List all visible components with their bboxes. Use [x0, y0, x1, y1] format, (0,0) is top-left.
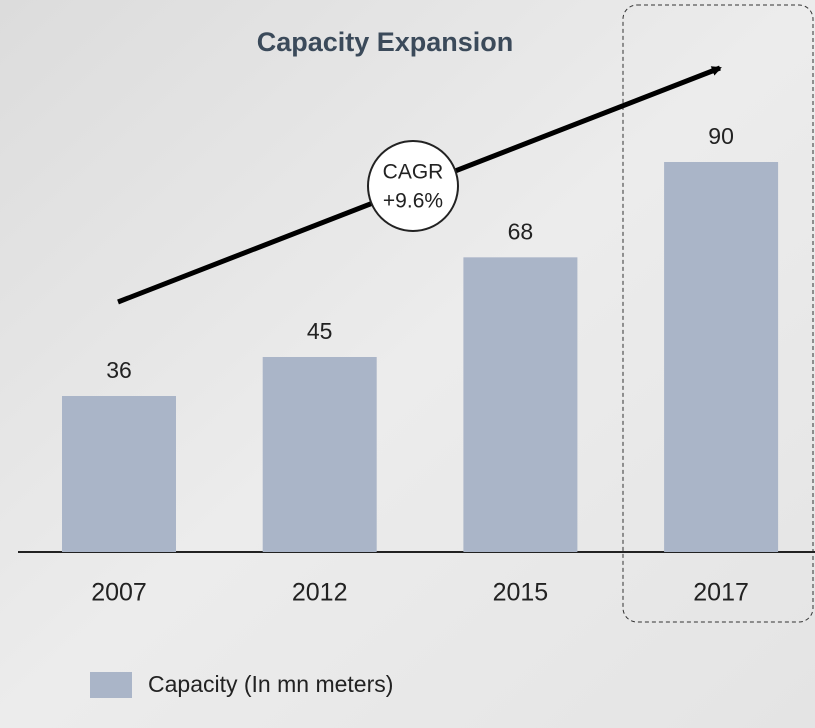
data-label: 68 — [508, 218, 534, 244]
x-tick-label: 2015 — [493, 579, 549, 607]
x-tick-label: 2012 — [292, 579, 348, 607]
annotation-text: CAGR — [383, 161, 444, 184]
bar — [664, 162, 778, 552]
cagr-badge — [368, 141, 458, 231]
chart: Capacity Expansion CAGR +9.6% 36 2007 45 20… — [0, 0, 815, 728]
legend-swatch — [90, 672, 132, 698]
annotation-text: +9.6% — [383, 190, 443, 213]
data-label: 36 — [106, 357, 132, 383]
data-label: 90 — [708, 123, 734, 149]
bar — [463, 257, 577, 552]
bar — [263, 357, 377, 552]
chart-title: Capacity Expansion — [257, 27, 514, 57]
bar — [62, 396, 176, 552]
x-tick-label: 2017 — [693, 579, 749, 607]
legend-label: Capacity (In mn meters) — [148, 671, 393, 697]
x-tick-label: 2007 — [91, 579, 147, 607]
data-label: 45 — [307, 318, 333, 344]
